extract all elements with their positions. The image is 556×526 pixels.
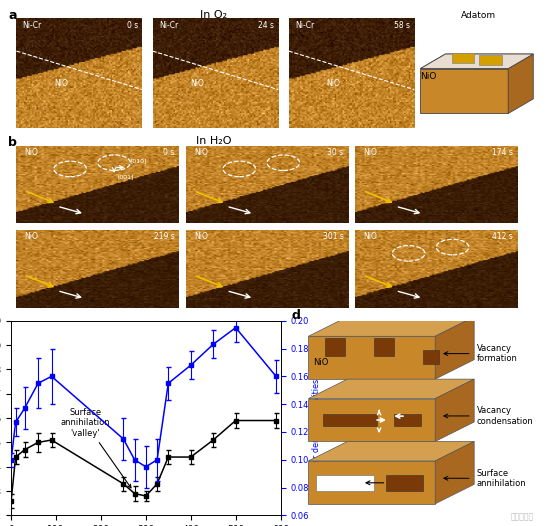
Polygon shape (309, 379, 474, 399)
Polygon shape (309, 461, 435, 504)
Text: Vacancy
condensation: Vacancy condensation (476, 406, 533, 426)
Text: b: b (8, 136, 17, 148)
Polygon shape (435, 317, 474, 379)
Polygon shape (394, 413, 420, 427)
Polygon shape (374, 338, 394, 356)
Polygon shape (309, 336, 435, 379)
Text: Surface
annihilation: Surface annihilation (476, 469, 526, 488)
Text: Adatom: Adatom (460, 11, 496, 20)
Polygon shape (325, 338, 345, 356)
Text: a: a (8, 9, 17, 22)
Polygon shape (386, 474, 423, 491)
Text: NiO: NiO (313, 358, 329, 368)
Polygon shape (316, 474, 374, 491)
Text: Vacancy
formation: Vacancy formation (476, 344, 518, 363)
Y-axis label: Number density of cavities (nm⁻²): Number density of cavities (nm⁻²) (311, 349, 321, 487)
Polygon shape (423, 350, 439, 364)
Polygon shape (435, 379, 474, 441)
Polygon shape (323, 413, 376, 427)
Text: In H₂O: In H₂O (196, 136, 232, 146)
Polygon shape (309, 317, 474, 336)
Text: In O₂: In O₂ (200, 10, 227, 20)
Polygon shape (309, 399, 435, 441)
Polygon shape (309, 441, 474, 461)
Text: 新材料在线: 新材料在线 (510, 513, 534, 522)
Polygon shape (435, 441, 474, 504)
Text: Surface
annihilation
'valley': Surface annihilation 'valley' (61, 408, 131, 488)
Text: d: d (291, 309, 300, 322)
